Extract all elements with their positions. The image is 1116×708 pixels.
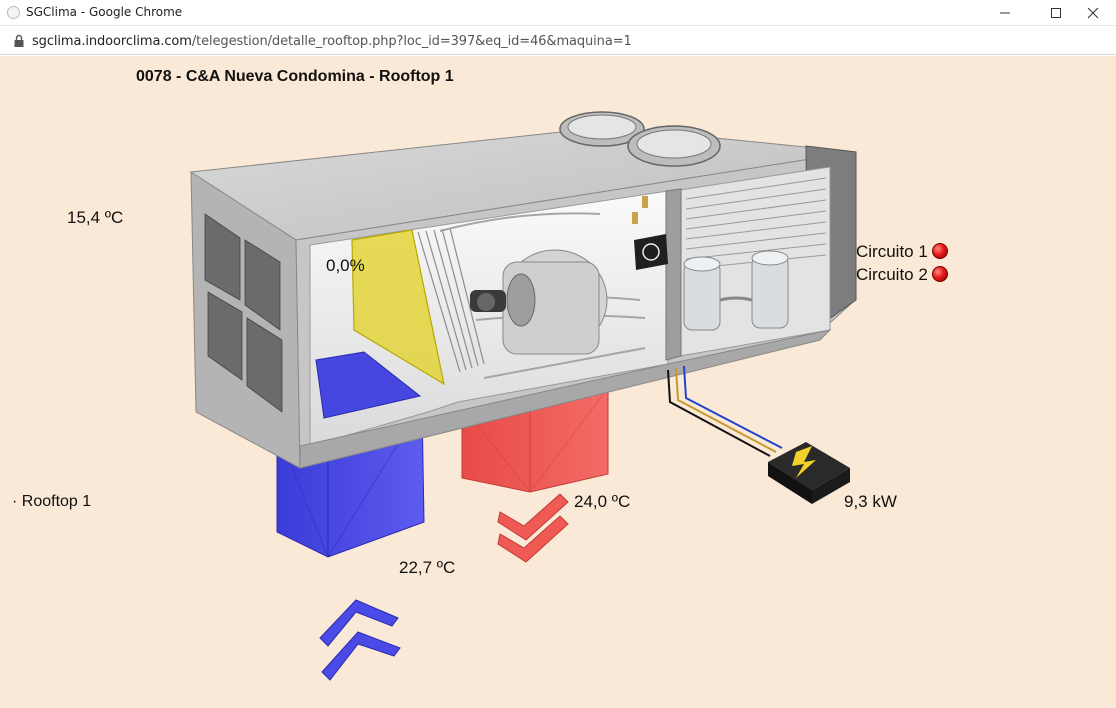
supply-air-arrows (319, 599, 401, 681)
intake-louvers (204, 213, 283, 413)
circuit-2-label: Circuito 2 (856, 265, 928, 284)
electrical-box (768, 442, 850, 504)
alarm-led-icon (931, 243, 948, 259)
outdoor-temperature: 15,4 ºC (67, 208, 124, 227)
lock-icon (14, 34, 24, 47)
circuit-1-label: Circuito 1 (856, 242, 928, 261)
url-text[interactable]: sgclima.indoorclima.com/telegestion/deta… (32, 34, 632, 49)
controller-box (632, 196, 668, 270)
return-air-temperature: 24,0 ºC (574, 492, 631, 511)
unit-name-link[interactable]: · Rooftop 1 (12, 493, 92, 510)
minimize-icon (1000, 12, 1010, 14)
circuit-1-status: Circuito 1 (856, 242, 948, 262)
page-title: 0078 - C&A Nueva Condomina - Rooftop 1 (136, 68, 454, 85)
close-icon (1087, 7, 1099, 19)
page-content: 0078 - C&A Nueva Condomina - Rooftop 1 1… (0, 56, 1116, 708)
condenser-fans (559, 111, 721, 167)
supply-fan (470, 249, 608, 355)
window-title: SGClima - Google Chrome (26, 5, 183, 19)
close-button[interactable] (1070, 0, 1116, 26)
return-air-arrows (497, 493, 569, 563)
power-reading: 9,3 kW (844, 492, 897, 511)
rooftop-unit-diagram (189, 111, 857, 681)
address-bar[interactable]: sgclima.indoorclima.com/telegestion/deta… (0, 27, 1116, 55)
coil-section (417, 227, 485, 373)
supply-air-temperature: 22,7 ºC (399, 558, 456, 577)
maximize-button[interactable] (1033, 0, 1079, 26)
power-cable (667, 365, 783, 457)
minimize-button[interactable] (982, 0, 1028, 26)
maximize-icon (1051, 8, 1061, 18)
loading-icon (7, 6, 20, 19)
circuit-2-status: Circuito 2 (856, 265, 948, 285)
damper-opening: 0,0% (326, 256, 365, 275)
supply-opening (315, 351, 422, 419)
compressors (683, 250, 789, 331)
outside-air-damper (351, 229, 445, 386)
alarm-led-icon (931, 266, 948, 282)
window-titlebar: SGClima - Google Chrome (0, 0, 1116, 26)
